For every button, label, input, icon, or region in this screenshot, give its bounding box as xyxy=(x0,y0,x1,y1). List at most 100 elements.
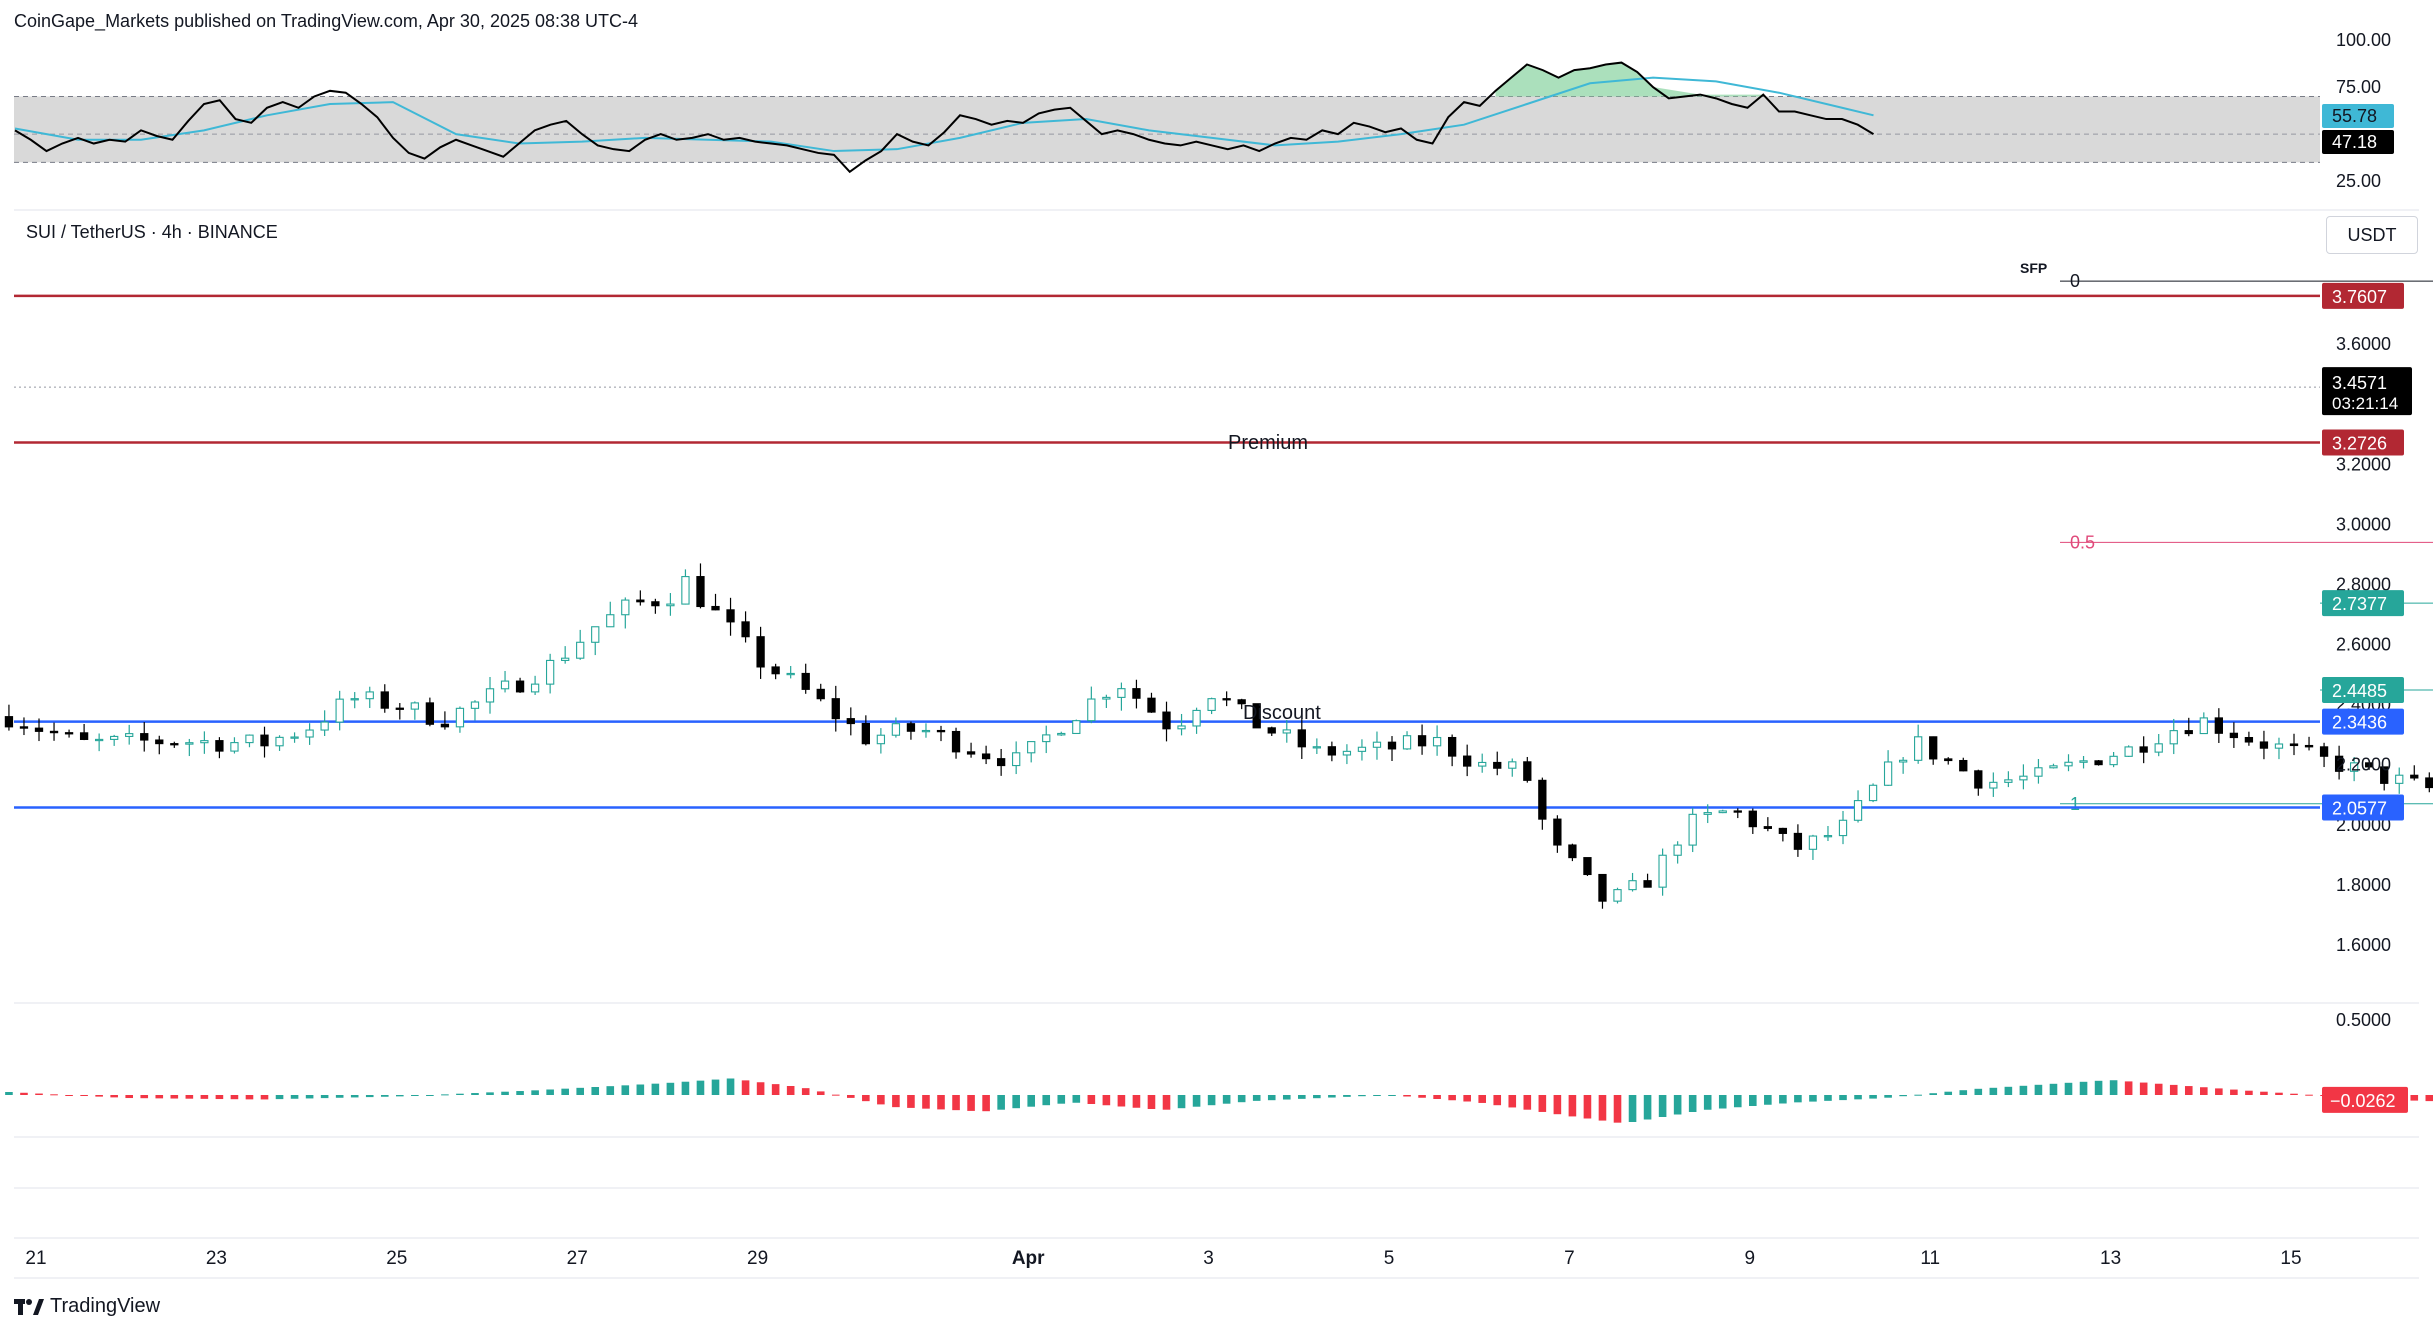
candle-up xyxy=(455,707,465,728)
candle-down xyxy=(861,722,870,745)
candle-down xyxy=(951,730,961,753)
histogram-bar xyxy=(1598,1095,1607,1121)
currency-selector[interactable]: USDT xyxy=(2326,216,2418,254)
histogram-bar xyxy=(756,1082,765,1095)
candle-down xyxy=(1493,761,1502,769)
histogram-bar xyxy=(1553,1095,1562,1115)
histogram-bar xyxy=(1809,1095,1817,1102)
candle-up xyxy=(125,733,134,737)
candle-down xyxy=(2214,717,2223,734)
rsi-line xyxy=(14,61,1875,174)
histogram-bar xyxy=(155,1095,164,1099)
candle-up xyxy=(1192,709,1201,727)
histogram-bar xyxy=(2260,1091,2268,1095)
candle-up xyxy=(1402,735,1412,750)
candle-up xyxy=(1703,812,1712,815)
candle-down xyxy=(831,698,840,720)
candle-up xyxy=(1087,698,1096,722)
candle-up xyxy=(1898,759,1908,763)
histogram-bar xyxy=(862,1095,870,1102)
histogram-bar xyxy=(1854,1095,1862,1100)
time-axis-tick: 5 xyxy=(1384,1248,1395,1269)
candle-down xyxy=(741,621,750,638)
candle-up xyxy=(1312,746,1321,749)
histogram-bar xyxy=(952,1095,960,1111)
histogram-bar xyxy=(636,1084,645,1095)
histogram-bar xyxy=(711,1079,720,1095)
histogram-bar xyxy=(1177,1095,1186,1109)
candle-down xyxy=(2289,743,2299,747)
histogram-bar xyxy=(260,1095,269,1100)
support-level-badge xyxy=(2322,794,2404,821)
candle-up xyxy=(2109,755,2118,766)
candle-up xyxy=(1613,889,1622,902)
candle-down xyxy=(2244,736,2254,743)
histogram-bar xyxy=(5,1092,13,1095)
histogram-bar xyxy=(2425,1095,2433,1102)
histogram-bar xyxy=(1057,1095,1066,1104)
histogram-bar xyxy=(1132,1095,1141,1108)
price-axis-tick: 1.6000 xyxy=(2336,935,2391,955)
candle-down xyxy=(651,601,660,607)
candle-up xyxy=(1883,761,1893,786)
histogram-bar xyxy=(411,1095,419,1096)
histogram-bar xyxy=(516,1091,524,1095)
histogram-bar xyxy=(2004,1086,2013,1095)
candle-down xyxy=(1583,857,1592,876)
histogram-bar xyxy=(1313,1095,1321,1099)
candle-up xyxy=(2079,760,2088,763)
price-axis-tick: 2.2000 xyxy=(2336,755,2391,775)
candle-up xyxy=(576,641,585,659)
histogram-bar xyxy=(1733,1095,1742,1108)
histogram-bar xyxy=(1267,1095,1276,1101)
histogram-bar xyxy=(2094,1080,2103,1095)
histogram-bar xyxy=(937,1095,945,1110)
candle-up xyxy=(681,576,690,605)
histogram-bar xyxy=(1824,1095,1832,1101)
histogram-bar xyxy=(1643,1095,1652,1120)
price-axis-tick: 3.0000 xyxy=(2336,514,2391,534)
candle-up xyxy=(2395,774,2404,784)
candle-down xyxy=(1523,761,1532,781)
histogram-bar xyxy=(771,1084,780,1095)
candle-down xyxy=(801,672,810,690)
histogram-bar xyxy=(1252,1095,1261,1101)
candle-down xyxy=(2425,777,2433,789)
symbol-legend[interactable]: SUI / TetherUS · 4h · BINANCE xyxy=(26,222,278,242)
candle-down xyxy=(19,726,29,729)
candle-down xyxy=(2094,760,2103,766)
histogram-bar xyxy=(1974,1088,1983,1095)
candle-down xyxy=(1237,699,1246,705)
histogram-bar xyxy=(621,1085,630,1095)
candle-up xyxy=(335,698,344,723)
histogram-bar xyxy=(2154,1083,2163,1095)
candle-down xyxy=(1463,755,1472,767)
candle-up xyxy=(1117,688,1126,698)
time-axis-tick: 3 xyxy=(1203,1248,1214,1269)
histogram-bar xyxy=(546,1089,554,1095)
candle-up xyxy=(1688,813,1697,846)
price-axis-tick: 2.8000 xyxy=(2336,574,2391,594)
candle-up xyxy=(545,659,555,685)
fib-level-1-label: 1 xyxy=(2070,794,2080,814)
candle-up xyxy=(1914,736,1923,761)
candle-up xyxy=(2169,730,2178,745)
candle-down xyxy=(1763,826,1772,829)
candle-down xyxy=(1447,736,1457,757)
candle-down xyxy=(1162,711,1171,730)
candle-up xyxy=(245,734,254,744)
candle-up xyxy=(1838,819,1848,837)
last-price-badge xyxy=(2322,367,2412,416)
histogram-bar xyxy=(230,1095,239,1100)
candle-down xyxy=(1553,818,1562,846)
histogram-bar xyxy=(125,1095,134,1099)
histogram-bar xyxy=(1463,1095,1471,1102)
candle-down xyxy=(380,691,389,709)
histogram-bar xyxy=(350,1095,359,1098)
tradingview-brand[interactable]: TradingView xyxy=(14,1295,160,1318)
candle-up xyxy=(350,698,359,701)
candle-down xyxy=(1252,703,1261,729)
candle-up xyxy=(2064,761,2073,767)
fib-level-0-label: 0 xyxy=(2070,271,2080,291)
